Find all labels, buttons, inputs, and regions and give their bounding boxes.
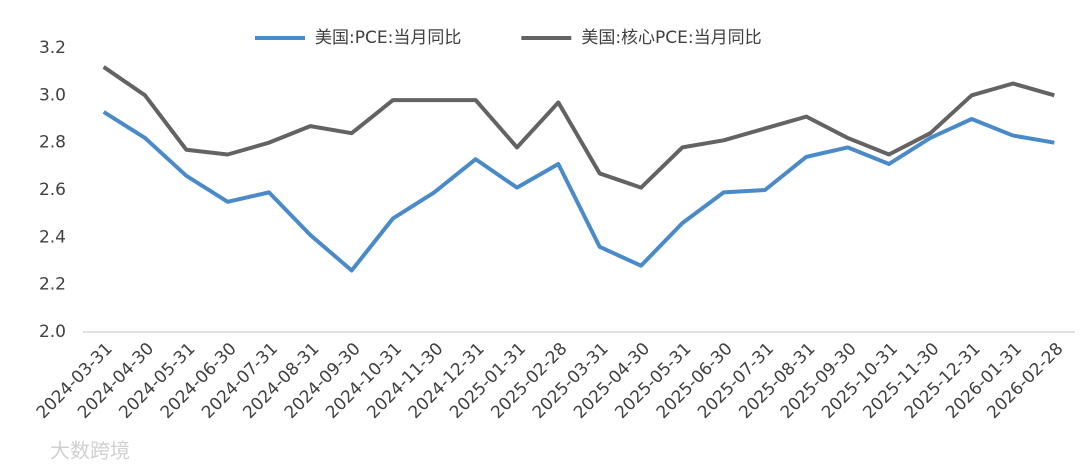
y-tick-label: 3.0 bbox=[39, 85, 66, 105]
y-tick-label: 2.8 bbox=[39, 133, 66, 153]
series-line bbox=[102, 65, 1055, 190]
watermark: 大数跨境 bbox=[50, 439, 130, 463]
y-tick-label: 3.2 bbox=[39, 38, 66, 58]
y-tick-label: 2.0 bbox=[39, 322, 66, 342]
y-tick-label: 2.2 bbox=[39, 275, 66, 295]
series-line bbox=[102, 110, 1055, 273]
legend-label: 美国:PCE:当月同比 bbox=[315, 28, 461, 48]
y-tick-label: 2.4 bbox=[39, 227, 66, 247]
y-tick-label: 2.6 bbox=[39, 180, 66, 200]
legend-label: 美国:核心PCE:当月同比 bbox=[581, 28, 761, 48]
